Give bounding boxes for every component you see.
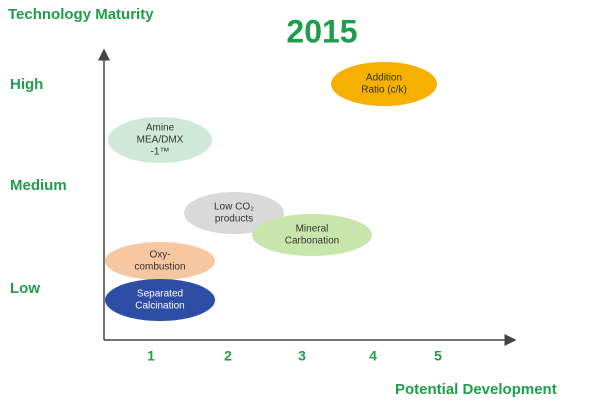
y-level-label: High: [10, 76, 43, 93]
bubble-label: Addition: [366, 73, 402, 84]
bubble: [105, 279, 215, 321]
bubble: [252, 214, 372, 256]
bubble-label: Oxy-: [149, 250, 170, 261]
bubble-label: products: [215, 214, 253, 225]
bubble: [105, 242, 215, 280]
bubble-label: Low CO₂: [214, 202, 254, 213]
bubble-label: -1™: [151, 147, 170, 158]
bubble-label: Calcination: [135, 301, 184, 312]
bubble-label: combustion: [134, 262, 185, 273]
bubble-label: MEA/DMX: [137, 135, 184, 146]
bubble-label: Carbonation: [285, 236, 339, 247]
title: 2015: [286, 13, 357, 49]
x-tick-label: 4: [369, 348, 377, 364]
x-axis-label: Potential Development: [395, 381, 557, 398]
x-tick-label: 1: [147, 348, 155, 364]
y-axis-label: Technology Maturity: [8, 6, 154, 23]
bubble-label: Separated: [137, 289, 183, 300]
bubble: [184, 192, 284, 234]
bubble-label: Amine: [146, 123, 175, 134]
bubble-label: Ratio (c/k): [361, 85, 407, 96]
x-tick-label: 5: [434, 348, 442, 364]
bubble-label: Mineral: [296, 224, 329, 235]
x-tick-label: 3: [298, 348, 306, 364]
bubble: [331, 62, 437, 106]
bubble: [108, 117, 212, 163]
x-tick-label: 2: [224, 348, 232, 364]
y-level-label: Medium: [10, 177, 67, 194]
y-level-label: Low: [10, 280, 40, 297]
